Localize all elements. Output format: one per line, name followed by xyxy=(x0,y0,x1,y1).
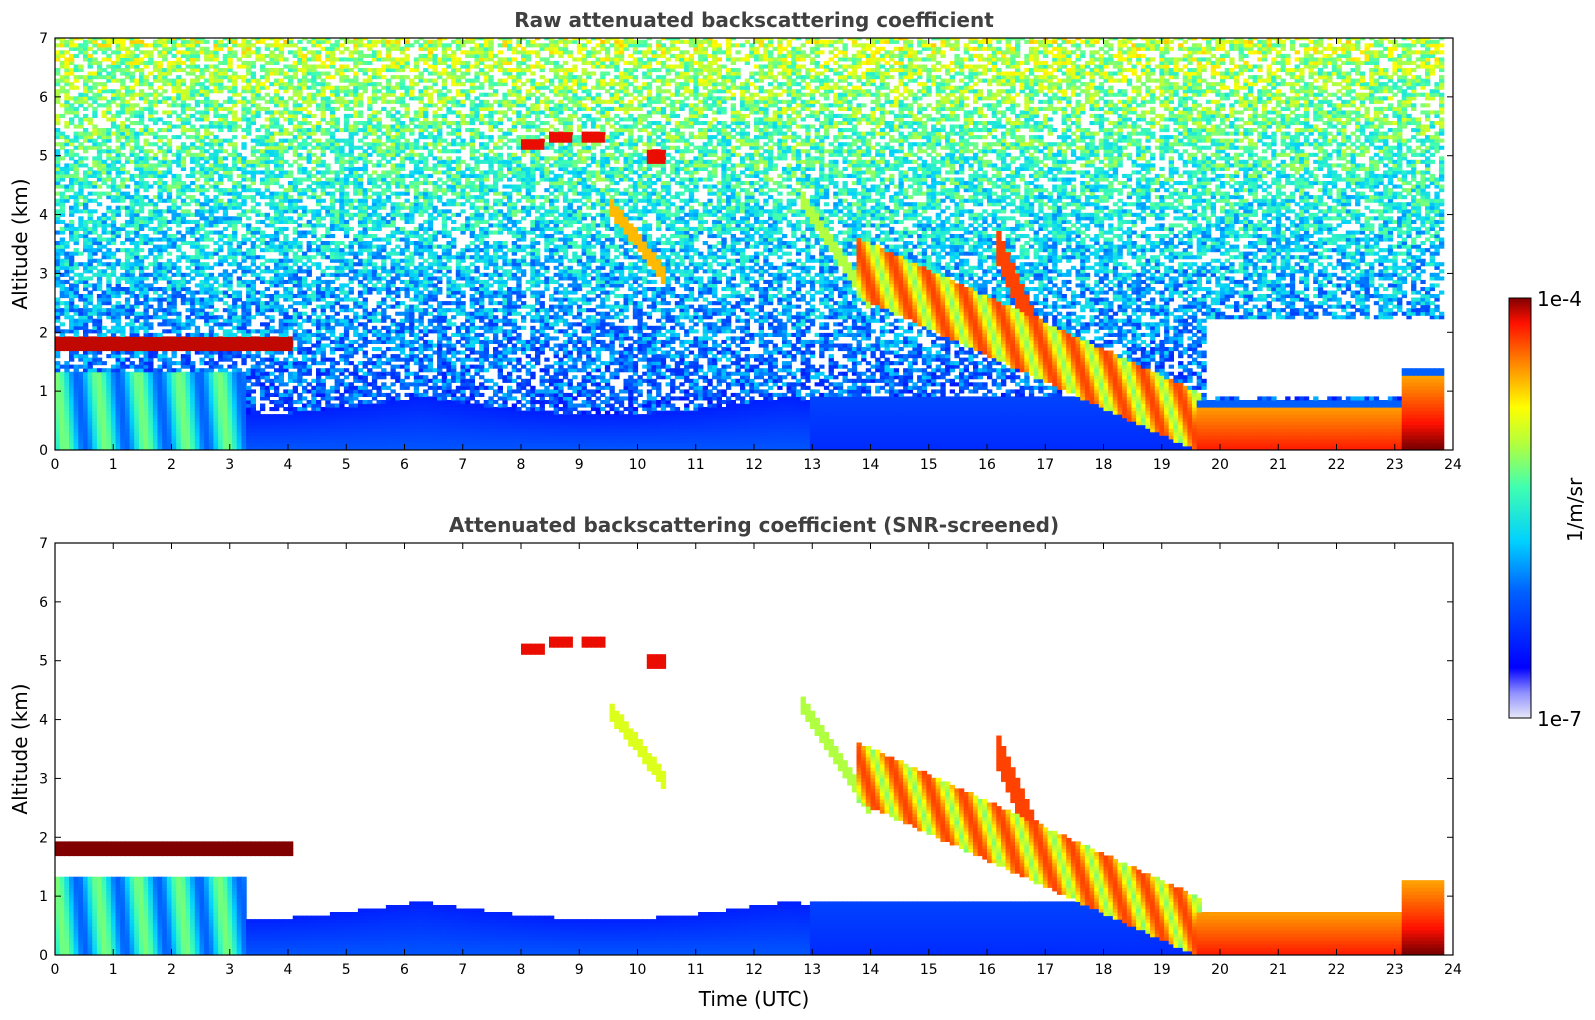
panel-title: Attenuated backscattering coefficient (S… xyxy=(449,513,1059,537)
x-tick-label: 3 xyxy=(225,962,234,978)
y-tick-label: 7 xyxy=(39,536,48,552)
x-tick-label: 2 xyxy=(167,962,176,978)
x-tick-label: 14 xyxy=(862,962,880,978)
x-tick-label: 10 xyxy=(629,962,647,978)
y-tick-label: 5 xyxy=(39,654,48,670)
heatmap-screened xyxy=(55,637,1444,955)
y-axis-label: Altitude (km) xyxy=(8,178,32,309)
x-tick-label: 9 xyxy=(575,457,584,473)
x-tick-label: 16 xyxy=(978,962,996,978)
x-tick-label: 10 xyxy=(629,457,647,473)
x-tick-label: 22 xyxy=(1328,962,1346,978)
colorbar: 1e-4 1e-7 1/m/sr xyxy=(1509,287,1587,731)
panel-title: Raw attenuated backscattering coefficien… xyxy=(514,8,994,32)
x-tick-label: 22 xyxy=(1328,457,1346,473)
x-tick-label: 15 xyxy=(920,962,938,978)
x-tick-label: 2 xyxy=(167,457,176,473)
y-tick-label: 1 xyxy=(39,384,48,400)
x-tick-label: 9 xyxy=(575,962,584,978)
x-axis-label: Time (UTC) xyxy=(698,987,810,1011)
x-tick-label: 13 xyxy=(803,962,821,978)
x-tick-label: 23 xyxy=(1386,457,1404,473)
x-tick-label: 4 xyxy=(284,962,293,978)
x-tick-label: 5 xyxy=(342,457,351,473)
x-tick-label: 17 xyxy=(1036,457,1054,473)
x-tick-label: 23 xyxy=(1386,962,1404,978)
colorbar-max-label: 1e-4 xyxy=(1537,287,1582,311)
x-tick-label: 6 xyxy=(400,962,409,978)
plot-frame xyxy=(55,543,1453,955)
x-tick-label: 8 xyxy=(517,962,526,978)
x-tick-label: 1 xyxy=(109,962,118,978)
panel-raw: Raw attenuated backscattering coefficien… xyxy=(8,8,1462,473)
y-tick-label: 5 xyxy=(39,149,48,165)
x-tick-label: 20 xyxy=(1211,457,1229,473)
y-axis: 0 1 2 3 4 5 6 7 xyxy=(39,536,1453,964)
x-tick-label: 21 xyxy=(1269,962,1287,978)
y-tick-label: 4 xyxy=(39,713,48,729)
figure: Raw attenuated backscattering coefficien… xyxy=(0,0,1595,1020)
y-tick-label: 6 xyxy=(39,595,48,611)
x-tick-label: 7 xyxy=(458,962,467,978)
y-tick-label: 7 xyxy=(39,31,48,47)
y-tick-label: 2 xyxy=(39,830,48,846)
x-tick-label: 1 xyxy=(109,457,118,473)
x-tick-label: 6 xyxy=(400,457,409,473)
y-tick-label: 3 xyxy=(39,771,48,787)
x-tick-label: 17 xyxy=(1036,962,1054,978)
colorbar-min-label: 1e-7 xyxy=(1537,707,1582,731)
y-tick-label: 1 xyxy=(39,889,48,905)
y-tick-label: 6 xyxy=(39,90,48,106)
x-tick-label: 8 xyxy=(517,457,526,473)
x-tick-label: 11 xyxy=(687,457,705,473)
y-axis-label: Altitude (km) xyxy=(8,683,32,814)
x-tick-label: 0 xyxy=(51,962,60,978)
x-tick-label: 12 xyxy=(745,962,763,978)
x-tick-label: 14 xyxy=(862,457,880,473)
x-tick-label: 18 xyxy=(1095,962,1113,978)
x-tick-label: 16 xyxy=(978,457,996,473)
panel-screened: Attenuated backscattering coefficient (S… xyxy=(8,513,1462,1011)
y-tick-label: 3 xyxy=(39,266,48,282)
colorbar-unit-label: 1/m/sr xyxy=(1563,477,1587,542)
x-tick-label: 24 xyxy=(1444,962,1462,978)
x-tick-label: 21 xyxy=(1269,457,1287,473)
x-tick-label: 19 xyxy=(1153,962,1171,978)
y-tick-label: 0 xyxy=(39,948,48,964)
x-tick-label: 4 xyxy=(284,457,293,473)
x-tick-label: 11 xyxy=(687,962,705,978)
x-tick-label: 0 xyxy=(51,457,60,473)
x-tick-label: 20 xyxy=(1211,962,1229,978)
x-tick-label: 12 xyxy=(745,457,763,473)
x-tick-label: 19 xyxy=(1153,457,1171,473)
x-tick-label: 15 xyxy=(920,457,938,473)
x-tick-label: 5 xyxy=(342,962,351,978)
x-tick-label: 24 xyxy=(1444,457,1462,473)
x-tick-label: 3 xyxy=(225,457,234,473)
y-tick-label: 0 xyxy=(39,443,48,459)
x-tick-label: 18 xyxy=(1095,457,1113,473)
heatmap-raw xyxy=(55,36,1444,450)
x-tick-label: 13 xyxy=(803,457,821,473)
colorbar-gradient xyxy=(1509,298,1531,718)
y-tick-label: 4 xyxy=(39,208,48,224)
y-tick-label: 2 xyxy=(39,325,48,341)
x-tick-label: 7 xyxy=(458,457,467,473)
